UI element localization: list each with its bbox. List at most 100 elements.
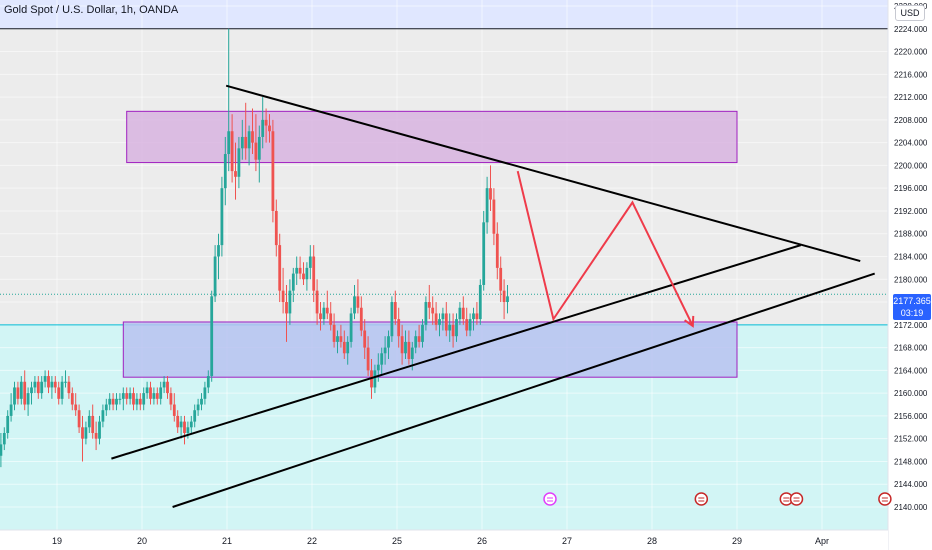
candle-body (33, 381, 37, 388)
y-tick-label: 2184.000 (894, 253, 928, 262)
candle-body (421, 324, 424, 342)
candle-body (125, 393, 129, 399)
candle-body (315, 290, 319, 314)
candle-body (376, 364, 380, 371)
candle-body (325, 307, 329, 314)
candle-body (247, 131, 251, 149)
candle-body (67, 381, 71, 394)
symbol-title[interactable]: Gold Spot / U.S. Dollar, 1h, OANDA (4, 4, 179, 16)
y-tick-label: 2180.000 (894, 275, 928, 284)
x-tick-label: 19 (52, 536, 62, 546)
candle-body (240, 136, 244, 149)
y-tick-label: 2156.000 (894, 412, 928, 421)
candle-body (397, 319, 401, 337)
price-axis-bg (888, 0, 932, 550)
candle-body (295, 267, 299, 274)
upper-band (0, 0, 888, 29)
candle-body (305, 267, 309, 280)
x-tick-label: Apr (815, 536, 829, 546)
candle-body (210, 296, 214, 377)
candle-body (410, 347, 414, 359)
currency-button[interactable]: USD (895, 5, 925, 21)
candle-body (149, 387, 152, 399)
x-tick-label: 22 (307, 536, 317, 546)
candle-body (251, 131, 254, 143)
candle-body (472, 313, 475, 320)
candle-body (230, 131, 234, 172)
time-axis[interactable]: 19 20 21 22 25 26 27 28 29 Apr (0, 529, 888, 550)
candle-body (13, 387, 16, 405)
candle-body (53, 381, 57, 388)
candle-body (278, 245, 282, 291)
trendline-2 (111, 244, 802, 460)
candle-body (407, 341, 411, 359)
trendlines[interactable] (111, 84, 876, 508)
y-tick-label: 2152.000 (894, 435, 928, 444)
candles (0, 28, 509, 468)
x-tick-label: 20 (137, 536, 147, 546)
y-tick-label: 2164.000 (894, 366, 928, 375)
candle-body (19, 381, 23, 399)
candle-body (91, 415, 95, 433)
candle-body (438, 319, 441, 325)
y-tick-label: 2148.000 (894, 457, 928, 466)
candle-body (87, 415, 91, 428)
candle-body (268, 125, 271, 132)
projection-path[interactable] (516, 170, 695, 328)
candle-body (217, 245, 220, 257)
y-tick-label: 2172.000 (894, 321, 928, 330)
candle-body (220, 188, 224, 246)
candle-body (98, 421, 101, 439)
candle-body (485, 188, 489, 223)
candle-body (380, 353, 384, 365)
y-tick-label: 2160.000 (894, 389, 928, 398)
candle-body (118, 398, 122, 400)
candle-body (132, 393, 135, 405)
candle-body (121, 393, 125, 399)
candle-body (152, 393, 156, 399)
candle-body (322, 307, 326, 320)
candle-body (424, 302, 428, 325)
y-tick-label: 2204.000 (894, 139, 928, 148)
candle-body (169, 393, 173, 405)
candle-body (16, 387, 20, 399)
candle-body (57, 387, 61, 399)
candle-body (468, 319, 472, 331)
candle-body (502, 290, 506, 303)
candle-body (81, 427, 84, 439)
grid-lines (0, 0, 888, 530)
event-icons[interactable] (543, 492, 892, 506)
candle-body (101, 410, 105, 422)
candle-body (70, 393, 74, 405)
candle-body (47, 376, 50, 388)
y-tick-label: 2192.000 (894, 207, 928, 216)
candle-body (6, 415, 10, 433)
candle-body (142, 393, 146, 405)
candle-body (458, 307, 462, 320)
x-tick-label: 21 (222, 536, 232, 546)
candle-body (203, 387, 207, 399)
y-tick-label: 2216.000 (894, 70, 928, 79)
candle-body (455, 319, 458, 337)
candle-body (9, 404, 13, 416)
candle-body (36, 381, 40, 394)
us-flag-event-icon (694, 492, 709, 506)
price-axis[interactable]: 2140.000 2144.000 2148.000 2152.000 2156.000… (887, 0, 932, 550)
candle-body (499, 267, 503, 291)
candle-body (111, 398, 115, 405)
candle-body (431, 307, 435, 314)
support-zone (122, 321, 738, 378)
candle-body (135, 398, 139, 405)
candle-body (189, 421, 193, 428)
time-axis-bg (0, 530, 888, 550)
candle-body (138, 398, 142, 405)
candle-body (441, 313, 445, 320)
candle-body (478, 284, 482, 320)
candle-body (489, 188, 492, 200)
candle-body (404, 341, 407, 354)
candle-body (393, 302, 397, 320)
candle-body (373, 370, 377, 388)
projection-zigzag (516, 170, 694, 327)
